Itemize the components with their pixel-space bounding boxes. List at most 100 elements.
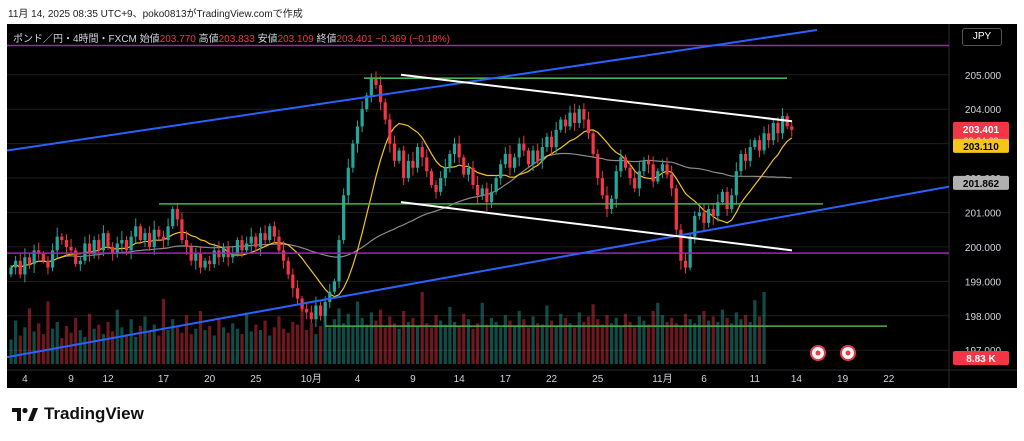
open-value: 203.770 (159, 34, 196, 45)
candle-body (702, 212, 706, 223)
candle-body (573, 112, 577, 123)
tradingview-footer: TradingView (12, 404, 144, 424)
candle-body (716, 202, 720, 216)
x-tick-label: 9 (68, 374, 74, 385)
candle-body (388, 119, 392, 144)
volume-bar (702, 311, 706, 364)
x-tick-label: 14 (454, 374, 466, 385)
candle-body (351, 143, 355, 168)
candle-body (166, 226, 170, 241)
candle-body (591, 133, 595, 154)
candle-body (753, 140, 757, 148)
candle-body (545, 136, 549, 148)
volume-bar (32, 331, 36, 364)
candle-body (194, 253, 198, 261)
volume-bar (711, 316, 715, 364)
candle-body (646, 160, 651, 165)
upper-trendline (7, 29, 818, 152)
volume-bar (161, 298, 166, 364)
volume-bar (402, 311, 406, 364)
volume-bar (9, 339, 13, 364)
chart-panel[interactable]: 205.000204.000203.000202.000201.000200.0… (7, 24, 1017, 388)
currency-button[interactable]: JPY (962, 28, 1002, 46)
chart-caption: 11月 14, 2025 08:35 UTC+9、poko0813がTradin… (8, 9, 303, 20)
event-marker-dot (845, 350, 851, 356)
candle-body (360, 109, 364, 127)
candle-body (392, 143, 397, 161)
candle-body (208, 260, 212, 265)
high-label: 高値 (198, 34, 219, 45)
volume-bar (485, 324, 489, 364)
candlestick-chart[interactable]: 205.000204.000203.000202.000201.000200.0… (7, 24, 1017, 388)
candle-body (27, 257, 32, 265)
volume-bar (74, 317, 78, 364)
candle-body (767, 133, 771, 141)
volume-bar (143, 316, 147, 364)
volume-bar (679, 325, 683, 364)
volume-bar (545, 305, 549, 364)
candle-body (780, 116, 785, 134)
volume-bar (753, 300, 757, 364)
candle-body (129, 236, 133, 251)
ma-slow-label-bg (953, 175, 1009, 190)
candle-body (734, 171, 738, 196)
lower-trendline (7, 185, 950, 359)
volume-bar (623, 313, 628, 364)
volume-bar (355, 301, 360, 364)
volume-bar (175, 327, 179, 364)
volume-bar (716, 321, 720, 364)
candle-body (23, 257, 27, 275)
volume-bar (277, 316, 281, 364)
volume-bar (379, 309, 383, 364)
volume-bar (600, 324, 604, 364)
symbol-label[interactable]: ポンド／円・4時間・FXCM (13, 34, 137, 45)
candle-body (50, 250, 55, 268)
open-label: 始値 (139, 34, 160, 45)
candle-body (776, 122, 780, 134)
volume-bar (388, 316, 392, 364)
candle-body (402, 150, 406, 179)
volume-bar (83, 336, 87, 364)
candle-body (462, 157, 466, 175)
y-tick-label: 201.000 (965, 208, 1002, 219)
candle-body (628, 167, 632, 179)
candle-body (258, 233, 263, 247)
candle-body (157, 229, 161, 237)
close-value: 203.401 (336, 34, 373, 45)
volume-label-bg (953, 351, 1009, 365)
tradingview-wordmark: TradingView (44, 404, 144, 423)
volume-bar (92, 328, 96, 364)
candle-body (471, 167, 475, 185)
volume-bar (111, 331, 115, 364)
candle-body (74, 250, 78, 265)
volume-bar (351, 325, 355, 364)
volume-bar (411, 317, 415, 364)
candle-body (171, 209, 175, 227)
candle-body (707, 209, 711, 223)
volume-bar (148, 331, 152, 364)
volume-bar (208, 325, 212, 364)
x-tick-label: 25 (592, 374, 604, 385)
volume-bar (106, 321, 110, 364)
candle-body (457, 143, 461, 158)
ma-slow-line (10, 152, 792, 269)
candle-body (254, 236, 258, 247)
volume-bar (295, 324, 300, 364)
volume-bar (642, 320, 646, 364)
volume-bar (309, 323, 313, 364)
volume-bar (134, 336, 138, 364)
candle-body (660, 164, 665, 172)
x-tick-label: 19 (837, 374, 849, 385)
volume-bar (60, 338, 64, 364)
candle-body (184, 240, 189, 247)
candle-body (415, 147, 420, 168)
volume-bar (101, 334, 105, 364)
candle-body (476, 184, 480, 196)
volume-bar (619, 325, 623, 364)
x-tick-label: 17 (158, 374, 170, 385)
volume-bar (540, 324, 544, 364)
volume-bar (586, 316, 591, 364)
candle-body (526, 150, 531, 165)
volume-bar (272, 327, 276, 364)
x-tick-label: 25 (250, 374, 262, 385)
